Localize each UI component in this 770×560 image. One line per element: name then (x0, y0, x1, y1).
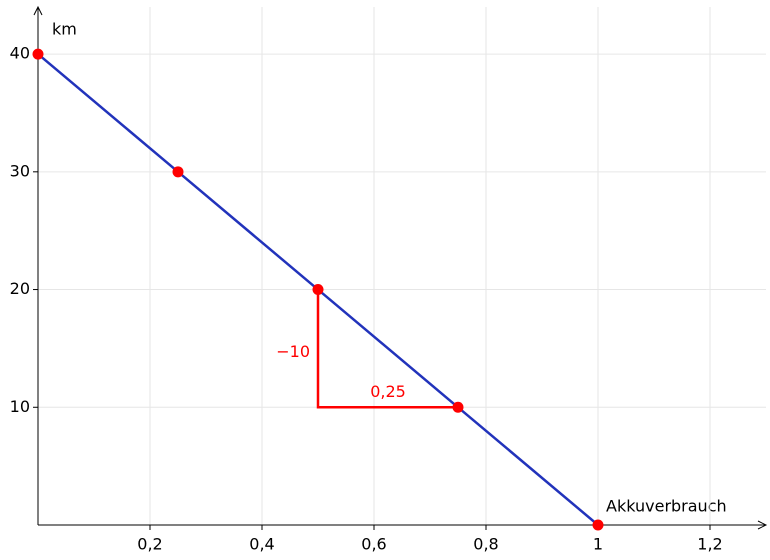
point (312, 284, 324, 296)
x-tick-label: 0,4 (249, 535, 274, 554)
y-axis-arrow (33, 5, 43, 16)
x-tick-label: 1 (593, 535, 603, 554)
point (172, 166, 184, 178)
annotation: 0,25 (370, 382, 406, 401)
x-axis-label: Akkuverbrauch (606, 497, 727, 516)
point (592, 519, 604, 531)
y-axis-label: km (52, 20, 77, 39)
x-tick-label: 0,8 (473, 535, 498, 554)
point (32, 48, 44, 60)
y-tick-label: 20 (10, 279, 30, 298)
annotation: −10 (276, 342, 310, 361)
x-tick-label: 0,2 (137, 535, 162, 554)
x-tick-label: 0,6 (361, 535, 386, 554)
point (452, 401, 464, 413)
y-tick-label: 10 (10, 397, 30, 416)
y-tick-label: 30 (10, 161, 30, 180)
y-tick-label: 40 (10, 44, 30, 63)
x-axis-arrow (757, 520, 768, 530)
slope-triangle (316, 289, 458, 409)
x-tick-label: 1,2 (697, 535, 722, 554)
